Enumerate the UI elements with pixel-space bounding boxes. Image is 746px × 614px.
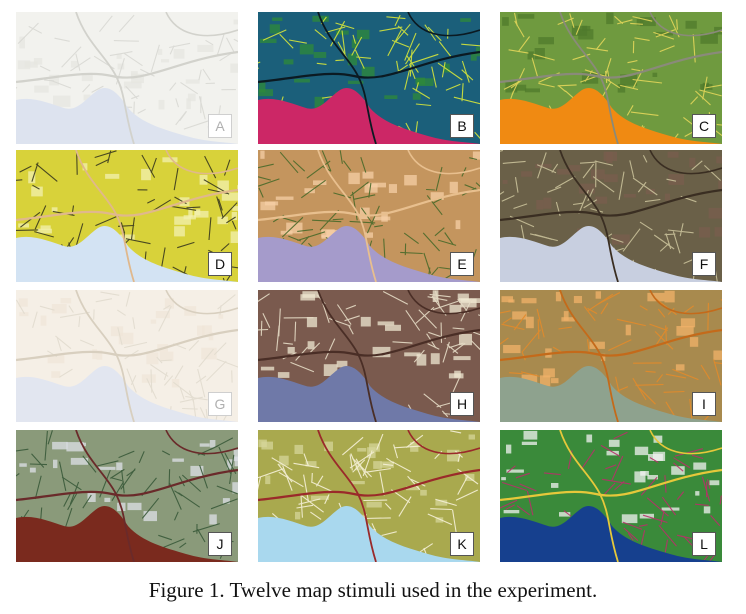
panel-label: H bbox=[450, 392, 474, 416]
map-panel-i: I bbox=[500, 290, 722, 422]
panel-label: G bbox=[208, 392, 232, 416]
panel-label: K bbox=[450, 532, 474, 556]
map-panel-j: J bbox=[16, 430, 238, 562]
map-panel-g: G bbox=[16, 290, 238, 422]
panel-label: F bbox=[692, 252, 716, 276]
panel-label: I bbox=[692, 392, 716, 416]
map-panel-h: H bbox=[258, 290, 480, 422]
panel-label: B bbox=[450, 114, 474, 138]
map-panel-f: F bbox=[500, 150, 722, 282]
map-image bbox=[16, 12, 238, 144]
map-panel-c: C bbox=[500, 12, 722, 144]
map-panel-b: B bbox=[258, 12, 480, 144]
panel-label: L bbox=[692, 532, 716, 556]
map-panel-a: A bbox=[16, 12, 238, 144]
map-image bbox=[258, 290, 480, 422]
map-panel-d: D bbox=[16, 150, 238, 282]
panel-label: J bbox=[208, 532, 232, 556]
map-image bbox=[258, 150, 480, 282]
map-panel-e: E bbox=[258, 150, 480, 282]
map-image bbox=[500, 430, 722, 562]
figure-caption: Figure 1. Twelve map stimuli used in the… bbox=[148, 578, 598, 602]
panel-label: A bbox=[208, 114, 232, 138]
map-image bbox=[16, 290, 238, 422]
map-image bbox=[16, 150, 238, 282]
map-panel-k: K bbox=[258, 430, 480, 562]
map-image bbox=[258, 12, 480, 144]
panel-label: C bbox=[692, 114, 716, 138]
map-panel-l: L bbox=[500, 430, 722, 562]
map-image bbox=[258, 430, 480, 562]
map-image bbox=[500, 150, 722, 282]
map-image bbox=[500, 12, 722, 144]
map-image bbox=[500, 290, 722, 422]
panel-label: E bbox=[450, 252, 474, 276]
panel-label: D bbox=[208, 252, 232, 276]
map-image bbox=[16, 430, 238, 562]
